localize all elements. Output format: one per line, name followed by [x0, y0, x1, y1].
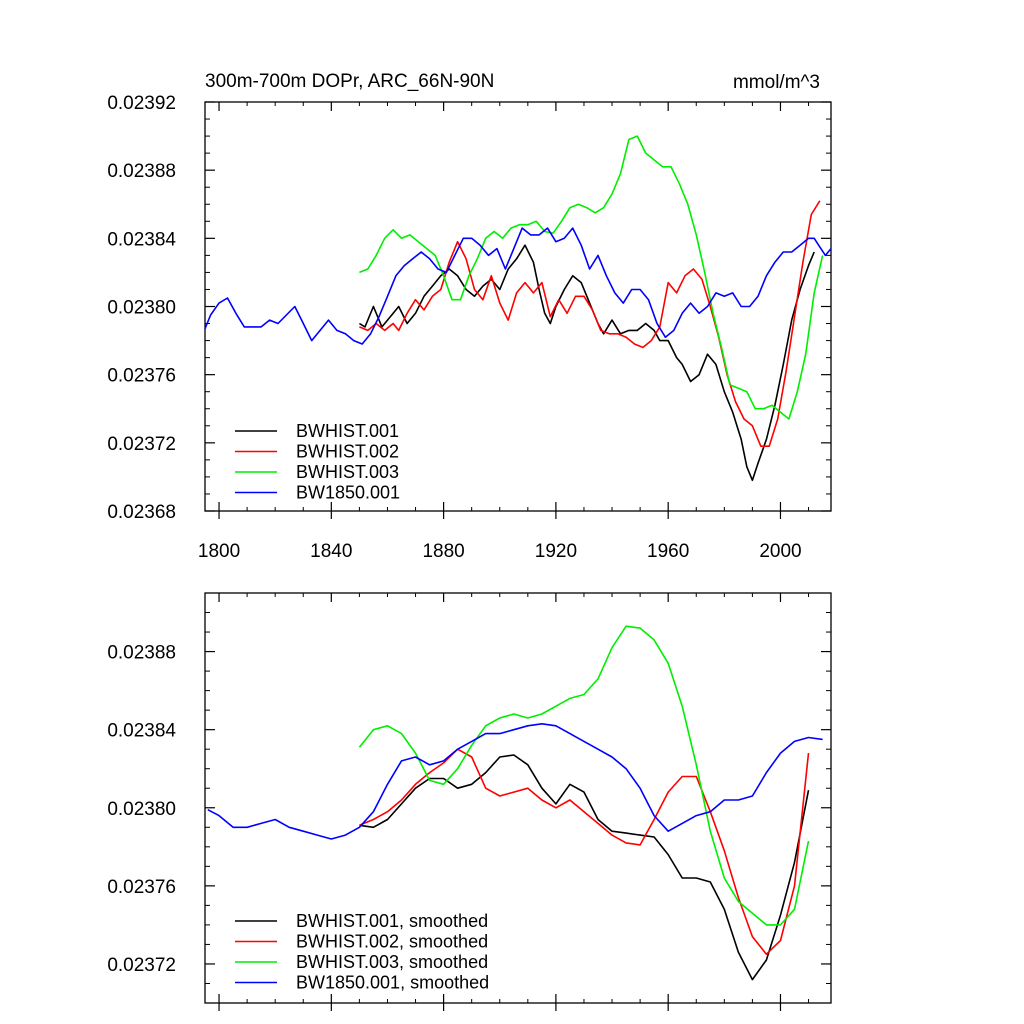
x-tick-label: 1880: [422, 541, 464, 562]
series-lines: [207, 625, 823, 981]
legend-label: BWHIST.001, smoothed: [296, 911, 488, 931]
x-tick-label: 2000: [759, 541, 801, 562]
legend-label: BW1850.001: [296, 483, 400, 503]
x-tick-label: 1800: [198, 541, 240, 562]
legend-label: BWHIST.002, smoothed: [296, 932, 488, 952]
series-line: [359, 200, 821, 448]
legend-label: BWHIST.001: [296, 421, 399, 441]
series-line: [358, 244, 815, 482]
y-tick-label: 0.02384: [107, 721, 176, 742]
units-label: mmol/m^3: [733, 72, 820, 93]
legend-label: BW1850.001, smoothed: [296, 973, 489, 993]
top-panel: 300m-700m DOPr, ARC_66N-90N mmol/m^3 180…: [107, 71, 832, 562]
y-tick-label: 0.02388: [107, 643, 176, 664]
y-tick-label: 0.02372: [107, 955, 176, 976]
y-tick-label: 0.02372: [107, 434, 176, 455]
chart-title: 300m-700m DOPr, ARC_66N-90N: [205, 71, 494, 92]
y-tick-label: 0.02392: [107, 93, 176, 114]
legend-label: BWHIST.003, smoothed: [296, 952, 488, 972]
series-line: [359, 135, 824, 420]
axes: 0.02372 0.02376 0.02380 0.02384 0.02388: [107, 592, 831, 1011]
y-tick-label: 0.02384: [107, 229, 176, 250]
x-tick-label: 1840: [310, 541, 352, 562]
y-tick-label: 0.02380: [107, 298, 176, 319]
bottom-panel: 0.02372 0.02376 0.02380 0.02384 0.02388 BWHI…: [107, 592, 832, 1011]
y-tick-label: 0.02388: [107, 161, 176, 182]
series-line: [359, 748, 810, 956]
x-tick-label: 1920: [535, 541, 577, 562]
y-tick-label: 0.02376: [107, 877, 176, 898]
axes: 1800 1840 1880 1920 1960 2000 0.02368 0.02372 0.…: [107, 93, 831, 562]
x-tick-label: 1960: [647, 541, 689, 562]
series-line: [204, 227, 832, 345]
series-line: [207, 722, 823, 840]
plot-frame: [204, 592, 832, 1004]
legend-label: BWHIST.003: [296, 462, 399, 482]
series-line: [358, 625, 810, 926]
y-tick-label: 0.02380: [107, 799, 176, 820]
legend-label: BWHIST.002: [296, 442, 399, 462]
series-lines: [204, 135, 832, 482]
y-tick-label: 0.02368: [107, 502, 176, 523]
y-tick-label: 0.02376: [107, 366, 176, 387]
series-line: [359, 754, 810, 981]
